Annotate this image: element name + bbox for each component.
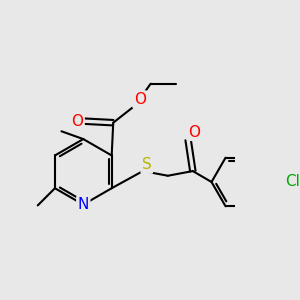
Text: O: O <box>71 114 83 129</box>
Text: N: N <box>78 197 89 212</box>
Text: O: O <box>188 124 200 140</box>
Text: Cl: Cl <box>285 175 300 190</box>
Text: S: S <box>142 157 152 172</box>
Text: O: O <box>134 92 146 107</box>
